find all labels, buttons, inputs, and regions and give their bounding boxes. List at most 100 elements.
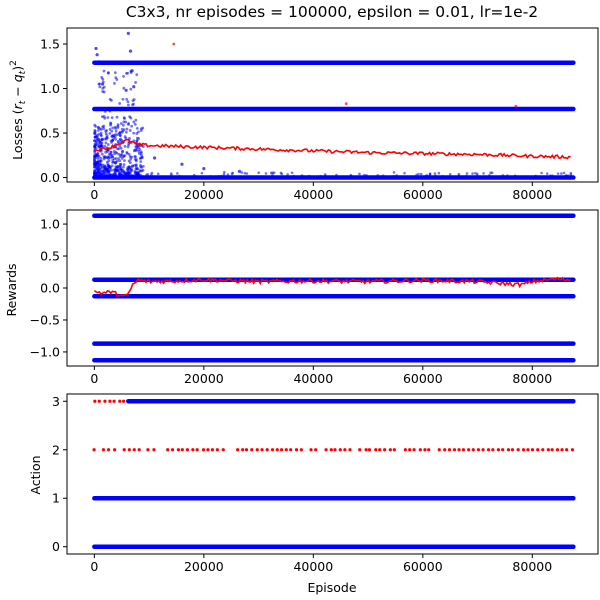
loss-point [113, 170, 117, 173]
loss-point [240, 171, 244, 174]
x-tick-label: 0 [90, 187, 98, 202]
loss-point [114, 137, 118, 141]
y-tick-label: 0.5 [40, 249, 60, 264]
loss-point [138, 157, 142, 160]
action-red-point [244, 448, 249, 452]
loss-point [243, 171, 247, 175]
loss-point [121, 123, 125, 127]
loss-point [170, 175, 174, 179]
loss-point [571, 175, 575, 178]
loss-point [126, 71, 130, 75]
loss-point [473, 171, 477, 175]
action-red-point [408, 448, 412, 452]
loss-point [122, 75, 125, 78]
loss-point [138, 148, 142, 151]
loss-point [564, 176, 568, 179]
loss-outlier [202, 167, 206, 171]
action-red-point [106, 448, 111, 452]
loss-point [129, 167, 133, 171]
loss-point [94, 153, 98, 157]
action-red-point [241, 448, 245, 452]
action-red-point [437, 448, 441, 452]
action-red-point [348, 448, 352, 452]
loss-point [251, 175, 254, 179]
loss-point [138, 152, 141, 155]
loss-point [106, 71, 110, 75]
action-red-point [113, 448, 117, 452]
loss-point [93, 132, 97, 136]
loss-point [104, 174, 108, 178]
loss-point [230, 172, 234, 176]
loss-point [122, 120, 126, 124]
loss-point [108, 174, 112, 178]
loss-point [128, 161, 132, 165]
loss-point [93, 165, 97, 169]
action-red-point [343, 448, 347, 452]
loss-point [116, 147, 119, 151]
loss-point [200, 171, 204, 175]
loss-point [98, 82, 102, 86]
y-tick-label: 0.5 [40, 126, 60, 141]
loss-point [135, 132, 139, 135]
loss-point [116, 133, 120, 137]
loss-moving-average [93, 138, 571, 160]
loss-point [437, 171, 441, 175]
loss-point [112, 150, 116, 153]
loss-point [395, 174, 398, 177]
action-red-point [526, 448, 530, 452]
loss-point [93, 157, 96, 161]
loss-point [551, 174, 554, 178]
loss-point [101, 90, 105, 93]
loss-point [281, 175, 285, 179]
y-tick-label: 2 [52, 442, 60, 457]
loss-point [131, 175, 135, 178]
loss-point [271, 173, 274, 177]
action-red-point [506, 448, 511, 452]
loss-point [145, 173, 148, 177]
loss-point [506, 174, 509, 177]
loss-point [134, 145, 138, 148]
action-red-point [210, 448, 215, 452]
loss-point [111, 175, 115, 179]
action-red-point [195, 448, 199, 452]
loss-point [126, 167, 130, 171]
action-red-point [152, 448, 156, 452]
loss-point [119, 167, 122, 171]
loss-point [99, 131, 103, 135]
loss-point [457, 174, 461, 177]
action-red-point [279, 448, 284, 452]
loss-point [569, 171, 573, 175]
loss-point [104, 129, 108, 133]
loss-outlier [237, 169, 242, 173]
loss-point [103, 165, 107, 169]
loss-point [488, 173, 491, 177]
loss-point [139, 129, 143, 132]
loss-point [118, 102, 122, 105]
losses-ylabel: Losses (rt − qt)2 [9, 60, 28, 160]
loss-point [114, 166, 118, 170]
loss-point [465, 174, 468, 178]
chart-title: C3x3, nr episodes = 100000, epsilon = 0.… [126, 3, 538, 21]
loss-point [103, 144, 107, 148]
loss-point [144, 176, 148, 179]
loss-point [109, 166, 112, 169]
loss-point [140, 169, 144, 173]
action-red-point [101, 448, 106, 452]
loss-point [130, 124, 134, 128]
loss-outlier [94, 46, 98, 51]
loss-point [178, 174, 181, 178]
loss-point [134, 163, 138, 167]
loss-point [132, 120, 136, 124]
x-tick-label: 0 [90, 559, 98, 574]
loss-point [110, 164, 114, 168]
loss-point [406, 175, 409, 179]
action-red-point [309, 448, 313, 452]
loss-point [245, 172, 249, 175]
loss-point [122, 176, 126, 179]
loss-point [562, 171, 566, 175]
action-red-point [447, 448, 452, 452]
loss-point [220, 174, 223, 178]
loss-point [307, 174, 311, 178]
loss-point [110, 129, 114, 133]
